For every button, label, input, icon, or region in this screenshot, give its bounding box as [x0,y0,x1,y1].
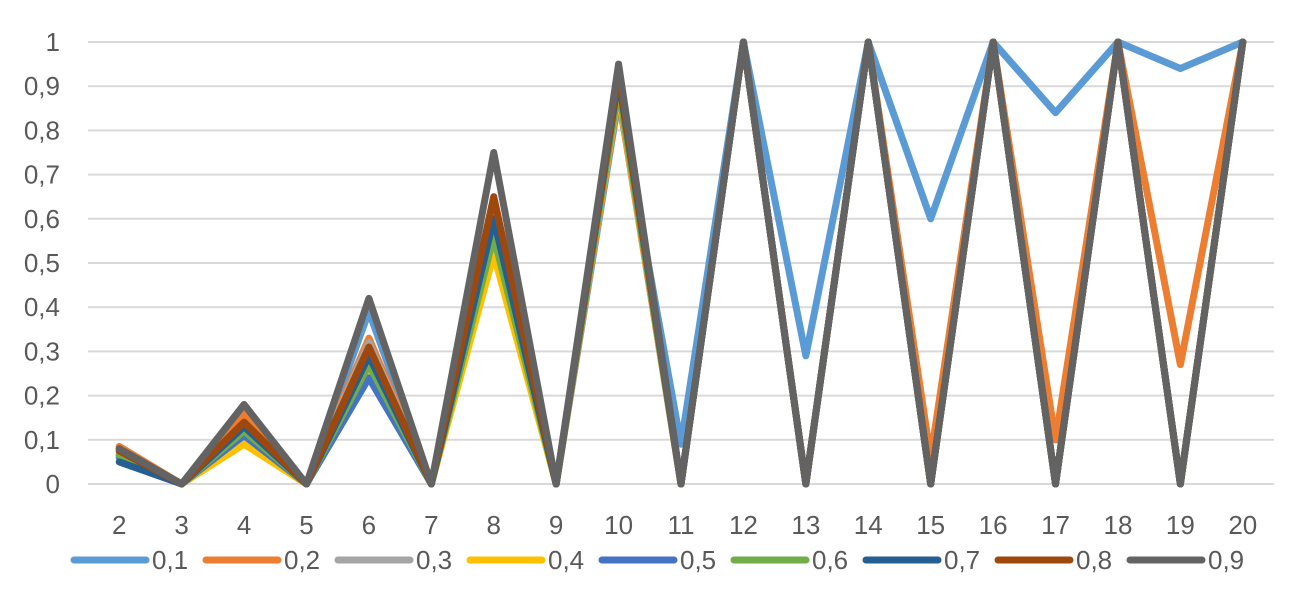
x-tick-label: 13 [791,510,820,540]
legend-item: 0,4 [466,545,584,575]
x-tick-label: 8 [487,510,501,540]
x-tick-label: 7 [424,510,438,540]
y-tick-label: 0,8 [24,115,60,145]
legend-label: 0,1 [152,545,188,575]
legend-label: 0,2 [284,545,320,575]
legend-label: 0,5 [680,545,716,575]
series-lines [115,38,1247,488]
x-tick-label: 9 [549,510,563,540]
legend-item: 0,7 [862,545,980,575]
y-tick-label: 0,4 [24,292,60,322]
y-tick-label: 0,1 [24,425,60,455]
x-tick-label: 6 [362,510,376,540]
legend-item: 0,2 [202,545,320,575]
legend-item: 0,9 [1126,545,1244,575]
legend-label: 0,6 [812,545,848,575]
legend-item: 0,6 [730,545,848,575]
x-tick-label: 19 [1166,510,1195,540]
x-axis-tick-labels: 2 3 4 5 6 7 8 9 10 11 12 13 14 15 16 17 18 19 20 [112,510,1257,540]
x-tick-label: 3 [174,510,188,540]
legend-item: 0,3 [334,545,452,575]
gridlines [88,41,1274,485]
y-tick-label: 0,3 [24,336,60,366]
x-tick-label: 15 [916,510,945,540]
legend-label: 0,8 [1076,545,1112,575]
x-tick-label: 12 [729,510,758,540]
y-axis-tick-labels: 0 0,1 0,2 0,3 0,4 0,5 0,6 0,7 0,8 0,9 1 [24,27,60,499]
y-tick-label: 0,2 [24,381,60,411]
legend: 0,1 0,2 0,3 0,4 0,5 0,6 0,7 0,8 0,9 [70,545,1244,575]
y-tick-label: 1 [46,27,60,57]
legend-item: 0,8 [994,545,1112,575]
x-tick-label: 4 [237,510,251,540]
legend-item: 0,5 [598,545,716,575]
x-tick-label: 11 [668,510,695,540]
y-tick-label: 0,9 [24,71,60,101]
x-tick-label: 2 [112,510,126,540]
x-tick-label: 16 [979,510,1008,540]
legend-label: 0,3 [416,545,452,575]
legend-label: 0,9 [1208,545,1244,575]
x-tick-label: 5 [299,510,313,540]
x-tick-label: 10 [604,510,633,540]
x-tick-label: 20 [1228,510,1257,540]
x-tick-label: 17 [1041,510,1070,540]
x-tick-label: 14 [854,510,883,540]
y-tick-label: 0,6 [24,204,60,234]
series-line [115,38,1247,488]
y-tick-label: 0,7 [24,160,60,190]
legend-label: 0,4 [548,545,584,575]
y-tick-label: 0 [46,469,60,499]
x-tick-label: 18 [1103,510,1132,540]
legend-label: 0,7 [944,545,980,575]
legend-item: 0,1 [70,545,188,575]
y-tick-label: 0,5 [24,248,60,278]
